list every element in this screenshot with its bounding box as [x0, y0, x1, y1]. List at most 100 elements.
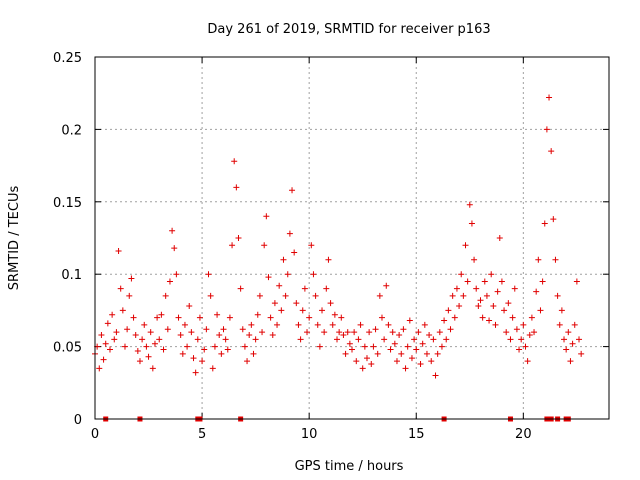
- data-point: [432, 372, 439, 379]
- data-point: [376, 292, 383, 299]
- data-point: [222, 336, 229, 343]
- data-point: [494, 288, 501, 295]
- data-point: [113, 329, 120, 336]
- data-point: [211, 343, 218, 350]
- data-point: [415, 329, 422, 336]
- data-point: [289, 187, 296, 194]
- data-point: [490, 303, 497, 310]
- data-point: [280, 256, 287, 263]
- data-point: [321, 329, 328, 336]
- data-point: [124, 326, 131, 333]
- data-point: [569, 340, 576, 347]
- data-point: [188, 329, 195, 336]
- data-point: [106, 346, 113, 353]
- data-point: [199, 358, 206, 365]
- data-points: [92, 94, 585, 379]
- data-point: [561, 336, 568, 343]
- data-point: [464, 278, 471, 285]
- data-point: [466, 201, 473, 208]
- data-point: [503, 329, 510, 336]
- data-point: [393, 358, 400, 365]
- data-point: [563, 346, 570, 353]
- data-point: [518, 336, 525, 343]
- data-point: [325, 256, 332, 263]
- data-point: [196, 314, 203, 321]
- data-point: [151, 340, 158, 347]
- data-point: [209, 365, 216, 372]
- data-point: [241, 343, 248, 350]
- data-point: [511, 285, 518, 292]
- data-point: [524, 358, 531, 365]
- data-point: [207, 292, 214, 299]
- x-tick-label: 20: [515, 427, 532, 442]
- data-point: [267, 314, 274, 321]
- data-point: [119, 307, 126, 314]
- data-point: [421, 321, 428, 328]
- data-point: [479, 314, 486, 321]
- data-point: [383, 282, 390, 289]
- data-point: [344, 329, 351, 336]
- data-point: [363, 355, 370, 362]
- data-point: [282, 292, 289, 299]
- data-point: [261, 242, 268, 249]
- data-point: [117, 285, 124, 292]
- data-point: [355, 336, 362, 343]
- data-point: [171, 245, 178, 252]
- data-point: [265, 274, 272, 281]
- data-point: [541, 220, 548, 227]
- data-point: [121, 343, 128, 350]
- data-point: [408, 355, 415, 362]
- data-point: [548, 148, 555, 155]
- data-point: [513, 326, 520, 333]
- data-point: [179, 350, 186, 357]
- data-point: [226, 314, 233, 321]
- data-point: [498, 278, 505, 285]
- data-point: [278, 307, 285, 314]
- x-axis-label: GPS time / hours: [295, 459, 404, 474]
- data-point: [526, 332, 533, 339]
- data-point: [256, 292, 263, 299]
- data-point: [558, 307, 565, 314]
- data-point: [449, 292, 456, 299]
- data-point: [458, 271, 465, 278]
- data-point: [293, 300, 300, 307]
- data-point: [111, 336, 118, 343]
- data-point: [177, 332, 184, 339]
- data-point: [130, 314, 137, 321]
- data-point: [143, 343, 150, 350]
- data-point: [396, 332, 403, 339]
- data-point: [441, 317, 448, 324]
- data-point: [184, 343, 191, 350]
- data-point: [528, 314, 535, 321]
- data-point: [434, 350, 441, 357]
- data-point: [214, 311, 221, 318]
- data-point: [276, 282, 283, 289]
- data-point: [445, 307, 452, 314]
- data-point: [556, 321, 563, 328]
- data-point: [175, 314, 182, 321]
- data-point: [231, 158, 238, 165]
- data-point: [166, 278, 173, 285]
- data-point: [481, 278, 488, 285]
- data-point: [109, 311, 116, 318]
- data-point: [404, 343, 411, 350]
- data-point: [501, 307, 508, 314]
- data-point: [462, 242, 469, 249]
- data-point: [263, 213, 270, 220]
- data-point: [398, 350, 405, 357]
- data-point: [274, 321, 281, 328]
- data-point: [220, 326, 227, 333]
- data-point: [351, 329, 358, 336]
- data-point: [297, 336, 304, 343]
- data-point: [389, 329, 396, 336]
- data-point: [531, 329, 538, 336]
- x-tick-label: 15: [408, 427, 425, 442]
- data-point: [417, 360, 424, 367]
- data-point: [509, 314, 516, 321]
- x-tick-label: 0: [91, 427, 99, 442]
- data-point: [477, 297, 484, 304]
- data-point: [98, 332, 105, 339]
- data-point: [181, 321, 188, 328]
- data-point: [372, 326, 379, 333]
- data-point: [402, 365, 409, 372]
